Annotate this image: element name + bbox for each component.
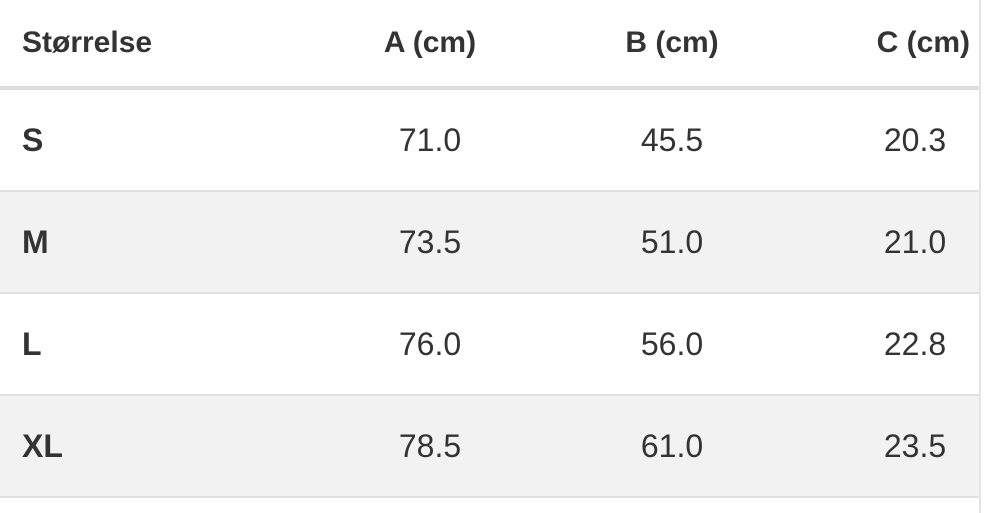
measurement: 22.8 bbox=[883, 325, 947, 362]
measurement: 51.0 bbox=[640, 223, 704, 260]
table-row: XL 78.5 61.0 23.5 bbox=[0, 396, 979, 498]
measurement: 71.0 bbox=[398, 121, 462, 158]
size-label: M bbox=[22, 223, 49, 260]
measurement: 45.5 bbox=[640, 121, 704, 158]
size-label: S bbox=[22, 121, 44, 158]
measurement: 20.3 bbox=[883, 121, 947, 158]
measurement: 21.0 bbox=[883, 223, 947, 260]
measurement: 78.5 bbox=[398, 427, 462, 464]
measurement: 73.5 bbox=[398, 223, 462, 260]
header-cell: Størrelse bbox=[22, 26, 153, 59]
table-row: S 71.0 45.5 20.3 bbox=[0, 90, 979, 192]
measurement: 76.0 bbox=[398, 325, 462, 362]
size-label: L bbox=[22, 325, 42, 362]
measurement: 56.0 bbox=[640, 325, 704, 362]
header-cell: C (cm) bbox=[876, 26, 970, 59]
header-row: Størrelse A (cm) B (cm) C (cm) bbox=[0, 0, 979, 90]
size-label: XL bbox=[22, 427, 63, 464]
header-cell: B (cm) bbox=[625, 26, 719, 59]
measurement: 23.5 bbox=[883, 427, 947, 464]
table-row: M 73.5 51.0 21.0 bbox=[0, 192, 979, 294]
header-cell: A (cm) bbox=[383, 26, 477, 59]
table-row: L 76.0 56.0 22.8 bbox=[0, 294, 979, 396]
measurement: 61.0 bbox=[640, 427, 704, 464]
